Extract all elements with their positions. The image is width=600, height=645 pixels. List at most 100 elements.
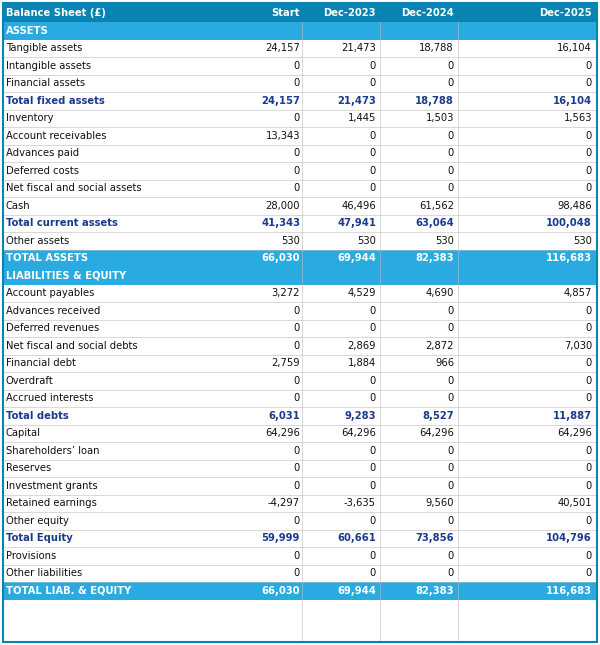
Text: 0: 0 xyxy=(586,481,592,491)
Text: Total debts: Total debts xyxy=(6,411,69,421)
Text: 530: 530 xyxy=(573,236,592,246)
Text: Dec-2024: Dec-2024 xyxy=(401,8,454,17)
Text: Start: Start xyxy=(271,8,300,17)
Text: 28,000: 28,000 xyxy=(265,201,300,211)
Text: 0: 0 xyxy=(586,61,592,71)
Text: Tangible assets: Tangible assets xyxy=(6,43,82,54)
Text: 16,104: 16,104 xyxy=(557,43,592,54)
Text: Retained earnings: Retained earnings xyxy=(6,498,97,508)
Text: Other liabilities: Other liabilities xyxy=(6,568,82,579)
Text: 530: 530 xyxy=(357,236,376,246)
Text: 0: 0 xyxy=(586,516,592,526)
Text: 0: 0 xyxy=(370,393,376,403)
Text: 0: 0 xyxy=(294,306,300,316)
Text: Other equity: Other equity xyxy=(6,516,69,526)
Text: Account receivables: Account receivables xyxy=(6,131,107,141)
Text: 0: 0 xyxy=(448,568,454,579)
Text: ASSETS: ASSETS xyxy=(6,26,49,35)
Text: 0: 0 xyxy=(448,131,454,141)
Text: 0: 0 xyxy=(586,568,592,579)
Text: Net fiscal and social debts: Net fiscal and social debts xyxy=(6,341,137,351)
Text: 0: 0 xyxy=(370,183,376,194)
Text: 21,473: 21,473 xyxy=(337,95,376,106)
Text: Deferred costs: Deferred costs xyxy=(6,166,79,175)
Text: 40,501: 40,501 xyxy=(557,498,592,508)
Text: 0: 0 xyxy=(294,463,300,473)
Text: 3,272: 3,272 xyxy=(271,288,300,298)
Text: 82,383: 82,383 xyxy=(415,586,454,596)
Text: 63,064: 63,064 xyxy=(415,218,454,228)
Text: Total current assets: Total current assets xyxy=(6,218,118,228)
Text: TOTAL ASSETS: TOTAL ASSETS xyxy=(6,253,88,263)
Text: 0: 0 xyxy=(294,323,300,333)
Text: 64,296: 64,296 xyxy=(557,428,592,438)
Text: 41,343: 41,343 xyxy=(261,218,300,228)
Text: 24,157: 24,157 xyxy=(265,43,300,54)
Text: 0: 0 xyxy=(448,183,454,194)
Text: 0: 0 xyxy=(294,446,300,456)
Text: 61,562: 61,562 xyxy=(419,201,454,211)
Text: 69,944: 69,944 xyxy=(337,586,376,596)
Text: 0: 0 xyxy=(448,306,454,316)
Text: 21,473: 21,473 xyxy=(341,43,376,54)
Text: 64,296: 64,296 xyxy=(419,428,454,438)
Text: Provisions: Provisions xyxy=(6,551,56,561)
Text: Cash: Cash xyxy=(6,201,31,211)
Text: 0: 0 xyxy=(370,516,376,526)
Text: 0: 0 xyxy=(586,131,592,141)
Text: 0: 0 xyxy=(294,341,300,351)
Text: Dec-2023: Dec-2023 xyxy=(323,8,376,17)
Text: 0: 0 xyxy=(294,183,300,194)
Text: 0: 0 xyxy=(294,148,300,158)
Text: 0: 0 xyxy=(586,166,592,175)
Text: 0: 0 xyxy=(586,551,592,561)
Text: 104,796: 104,796 xyxy=(546,533,592,543)
Text: Financial assets: Financial assets xyxy=(6,78,85,88)
Text: Financial debt: Financial debt xyxy=(6,358,76,368)
Text: 0: 0 xyxy=(370,481,376,491)
Text: TOTAL LIAB. & EQUITY: TOTAL LIAB. & EQUITY xyxy=(6,586,131,596)
Text: -4,297: -4,297 xyxy=(268,498,300,508)
Text: 9,560: 9,560 xyxy=(425,498,454,508)
Text: 0: 0 xyxy=(448,446,454,456)
Text: 60,661: 60,661 xyxy=(337,533,376,543)
Text: 530: 530 xyxy=(281,236,300,246)
Text: 530: 530 xyxy=(435,236,454,246)
Text: 0: 0 xyxy=(370,323,376,333)
Bar xyxy=(3,582,597,599)
Text: 0: 0 xyxy=(586,306,592,316)
Text: 0: 0 xyxy=(448,148,454,158)
Text: 4,529: 4,529 xyxy=(347,288,376,298)
Text: 18,788: 18,788 xyxy=(419,43,454,54)
Text: 18,788: 18,788 xyxy=(415,95,454,106)
Text: 1,503: 1,503 xyxy=(425,114,454,123)
Text: 0: 0 xyxy=(294,551,300,561)
Text: 24,157: 24,157 xyxy=(261,95,300,106)
Text: 100,048: 100,048 xyxy=(546,218,592,228)
Text: 0: 0 xyxy=(448,393,454,403)
Text: 966: 966 xyxy=(435,358,454,368)
Text: Overdraft: Overdraft xyxy=(6,376,54,386)
Text: 4,690: 4,690 xyxy=(425,288,454,298)
Text: 1,884: 1,884 xyxy=(348,358,376,368)
Text: Reserves: Reserves xyxy=(6,463,51,473)
Text: 0: 0 xyxy=(586,323,592,333)
Text: 1,563: 1,563 xyxy=(563,114,592,123)
Text: 0: 0 xyxy=(370,463,376,473)
Text: 0: 0 xyxy=(370,551,376,561)
Text: 73,856: 73,856 xyxy=(415,533,454,543)
Text: 0: 0 xyxy=(294,568,300,579)
Text: LIABILITIES & EQUITY: LIABILITIES & EQUITY xyxy=(6,271,126,281)
Text: 0: 0 xyxy=(448,166,454,175)
Text: 0: 0 xyxy=(370,78,376,88)
Text: Total fixed assets: Total fixed assets xyxy=(6,95,105,106)
Text: 0: 0 xyxy=(370,166,376,175)
Text: Inventory: Inventory xyxy=(6,114,53,123)
Text: 0: 0 xyxy=(294,481,300,491)
Text: Deferred revenues: Deferred revenues xyxy=(6,323,99,333)
Text: 0: 0 xyxy=(370,148,376,158)
Text: 0: 0 xyxy=(448,551,454,561)
Text: 0: 0 xyxy=(586,78,592,88)
Text: 0: 0 xyxy=(370,568,376,579)
Text: 59,999: 59,999 xyxy=(262,533,300,543)
